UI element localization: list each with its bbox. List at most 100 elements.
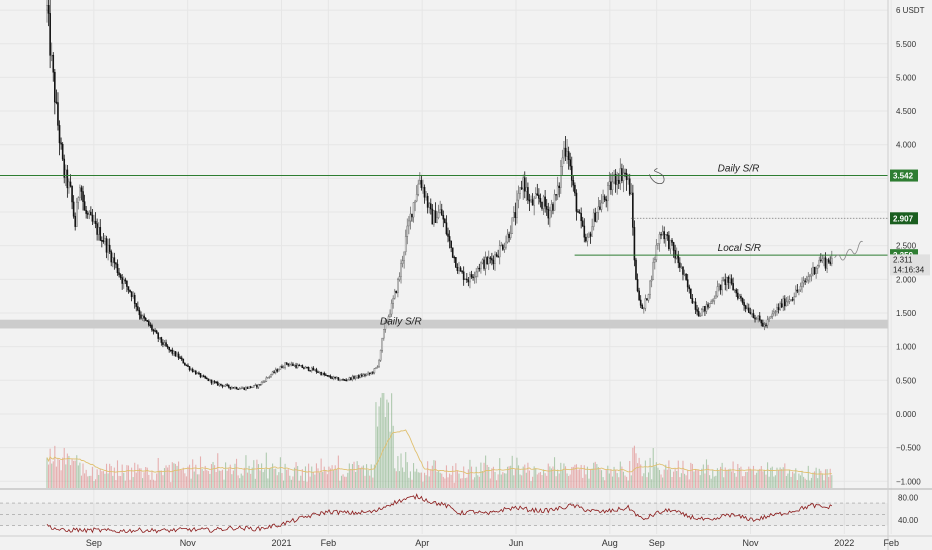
volume-bar (795, 468, 797, 488)
candle-body (361, 374, 363, 377)
volume-bar (627, 480, 629, 488)
volume-bar (49, 448, 51, 488)
candle-body (149, 324, 152, 327)
candle-body (466, 278, 468, 281)
candle-body (287, 363, 290, 366)
volume-bar (242, 475, 244, 488)
volume-bar (134, 462, 136, 488)
volume-bar (447, 477, 449, 488)
volume-bar (279, 457, 281, 488)
volume-bar (359, 467, 361, 488)
volume-bar (749, 468, 751, 488)
volume-bar (319, 472, 321, 488)
price-tick-label: 5.500 (896, 40, 917, 49)
volume-bar (306, 481, 308, 488)
volume-bar (293, 467, 296, 488)
volume-bar (517, 465, 520, 488)
volume-bar (640, 464, 642, 488)
volume-bar (630, 475, 632, 488)
volume-bar (187, 466, 189, 488)
candle-body (810, 273, 813, 277)
volume-bar (358, 465, 360, 488)
candle-body (813, 266, 816, 274)
volume-bar (528, 470, 531, 488)
volume-bar (514, 468, 516, 488)
candle-body (251, 386, 254, 389)
volume-bar (560, 462, 562, 488)
volume-bar (62, 457, 64, 488)
candle-body (195, 370, 197, 375)
candle-body (502, 244, 504, 250)
arrow-drawing[interactable] (649, 168, 665, 185)
candle-body (245, 387, 247, 390)
candle-body (257, 384, 260, 388)
volume-bar (815, 467, 817, 488)
candle-body (514, 212, 517, 218)
volume-bar (99, 468, 101, 488)
rsi-tick-label: 40.00 (898, 516, 919, 525)
volume-bar (626, 476, 628, 488)
candle-body (462, 271, 465, 280)
candle-body (229, 386, 232, 389)
candle-body (346, 379, 349, 381)
volume-bar (637, 463, 639, 488)
volume-bar (329, 468, 332, 488)
candle-body (176, 353, 178, 357)
volume-bar (680, 473, 682, 488)
candle-body (730, 278, 733, 284)
volume-bar (157, 457, 159, 488)
candle-body (539, 198, 542, 203)
candle-body (310, 367, 313, 371)
candle-body (821, 258, 824, 261)
volume-bar (588, 478, 590, 488)
annotation-label[interactable]: Daily S/R (380, 316, 422, 327)
volume-bar (314, 474, 316, 488)
annotation-label[interactable]: Local S/R (718, 243, 761, 254)
candle-body (653, 259, 656, 263)
volume-bar (430, 469, 432, 488)
volume-bar (701, 468, 703, 488)
candle-body (207, 378, 210, 382)
forecast-drawing[interactable] (834, 240, 863, 261)
volume-bar (568, 475, 570, 488)
candle-body (202, 375, 205, 377)
volume-bar (687, 470, 689, 488)
candle-body (323, 372, 326, 376)
volume-bar (586, 466, 588, 488)
candle-body (417, 183, 420, 195)
volume-bar (770, 467, 772, 488)
candle-body (425, 195, 427, 198)
volume-bar (499, 458, 501, 488)
volume-bar (441, 473, 443, 488)
volume-bar (812, 472, 814, 488)
volume-bar (317, 468, 319, 488)
candle-body (433, 210, 435, 225)
volume-bar (225, 462, 227, 488)
volume-bar (417, 472, 419, 488)
volume-bar (323, 466, 325, 488)
candle-body (289, 364, 291, 366)
candle-body (508, 233, 510, 239)
volume-bar (662, 477, 664, 488)
volume-bar (350, 468, 352, 488)
candle-body (556, 185, 559, 195)
volume-bar (214, 465, 216, 488)
volume-bar (334, 465, 336, 488)
candle-body (737, 292, 739, 299)
volume-bar (666, 469, 668, 488)
volume-bar (506, 466, 509, 488)
annotation-label[interactable]: Daily S/R (718, 164, 760, 175)
candle-body (451, 247, 454, 258)
candle-body (403, 251, 405, 261)
candle-body (743, 302, 745, 306)
volume-bar (590, 469, 592, 488)
volume-bar (345, 476, 347, 488)
candle-body (160, 337, 163, 343)
volume-bar (84, 473, 86, 488)
candle-body (348, 377, 351, 380)
volume-bar (655, 462, 657, 488)
volume-bar (552, 466, 554, 488)
volume-bar (754, 474, 756, 488)
volume-bar (160, 470, 162, 488)
